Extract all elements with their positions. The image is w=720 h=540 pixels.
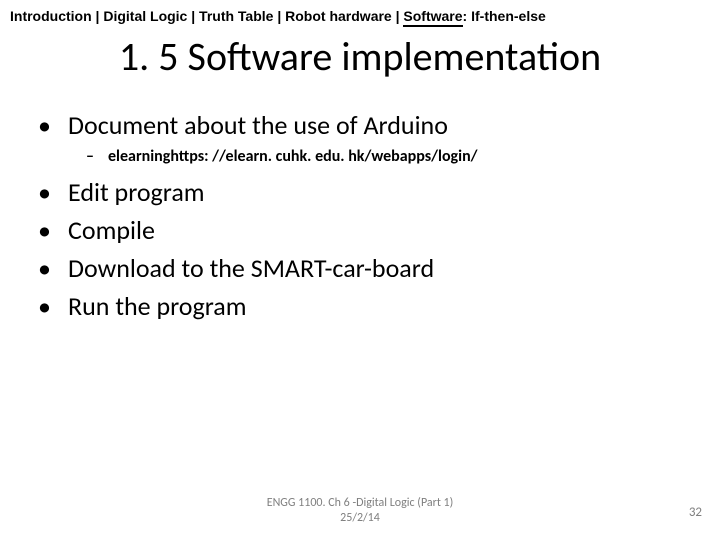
bullet-icon: • <box>38 109 68 141</box>
breadcrumb: Introduction | Digital Logic | Truth Tab… <box>0 0 720 26</box>
breadcrumb-active: Software <box>403 8 462 27</box>
list-item: • Edit program <box>38 176 700 208</box>
dash-icon: – <box>86 147 108 166</box>
slide-content: • Document about the use of Arduino – el… <box>0 109 720 322</box>
list-item-text: Download to the SMART-car-board <box>68 252 434 284</box>
page-number: 32 <box>689 505 702 520</box>
list-item-text: Edit program <box>68 176 205 208</box>
list-item: • Download to the SMART-car-board <box>38 252 700 284</box>
list-item-text: elearninghttps: //elearn. cuhk. edu. hk/… <box>108 147 478 166</box>
bullet-icon: • <box>38 176 68 208</box>
list-item: • Document about the use of Arduino <box>38 109 700 141</box>
list-item: • Run the program <box>38 290 700 322</box>
list-item: – elearninghttps: //elearn. cuhk. edu. h… <box>86 147 700 166</box>
footer-line-2: 25/2/14 <box>0 511 720 526</box>
bullet-icon: • <box>38 214 68 246</box>
breadcrumb-part-1: Introduction | Digital Logic | Truth Tab… <box>10 8 403 24</box>
footer-line-1: ENGG 1100. Ch 6 -Digital Logic (Part 1) <box>0 496 720 511</box>
slide-title: 1. 5 Software implementation <box>0 32 720 81</box>
list-item-text: Compile <box>68 214 155 246</box>
slide-footer: ENGG 1100. Ch 6 -Digital Logic (Part 1) … <box>0 496 720 526</box>
list-item-text: Run the program <box>68 290 247 322</box>
bullet-icon: • <box>38 290 68 322</box>
list-item: • Compile <box>38 214 700 246</box>
breadcrumb-part-3: : If-then-else <box>463 8 546 24</box>
list-item-text: Document about the use of Arduino <box>68 109 448 141</box>
bullet-icon: • <box>38 252 68 284</box>
